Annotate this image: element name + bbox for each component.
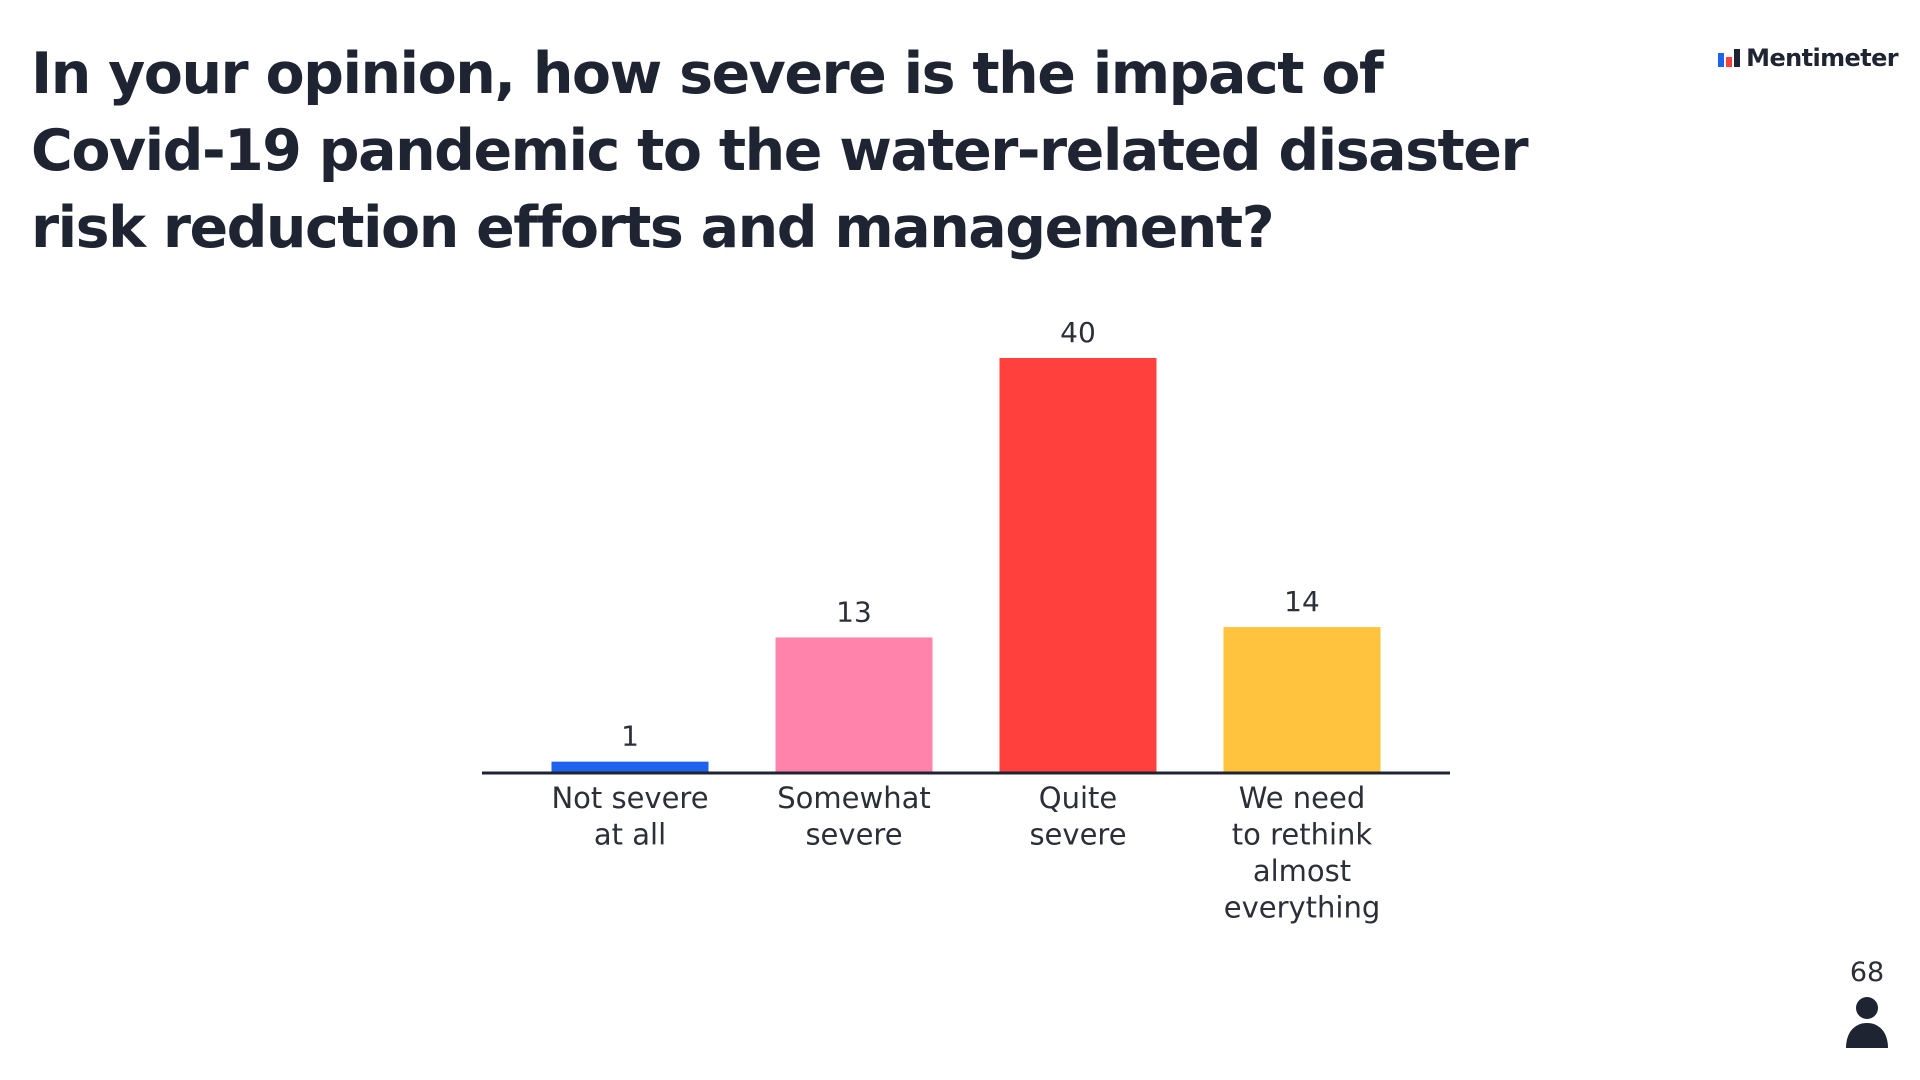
value-label-3: 14 <box>1284 585 1320 618</box>
value-label-2: 40 <box>1060 316 1096 349</box>
value-label-1: 13 <box>836 595 872 628</box>
bar-1 <box>775 637 933 772</box>
value-label-0: 1 <box>621 720 639 753</box>
bar-0 <box>551 761 709 772</box>
category-label-0: Not severe at all <box>551 781 708 852</box>
participant-count: 68 <box>1849 957 1885 988</box>
bar-3 <box>1223 627 1381 772</box>
category-label-3: We need to rethink almost everything <box>1224 781 1381 925</box>
brand-name: Mentimeter <box>1746 44 1898 72</box>
person-icon <box>1846 997 1888 1048</box>
mentimeter-logo-icon <box>1718 49 1741 67</box>
category-label-2: Quite severe <box>1029 781 1126 852</box>
bar-2 <box>999 358 1157 772</box>
question-title: In your opinion, how severe is the impac… <box>31 41 1529 261</box>
category-label-1: Somewhat severe <box>777 781 930 852</box>
participant-counter: 68 <box>1837 956 1897 1048</box>
brand: Mentimeter <box>1718 44 1899 72</box>
